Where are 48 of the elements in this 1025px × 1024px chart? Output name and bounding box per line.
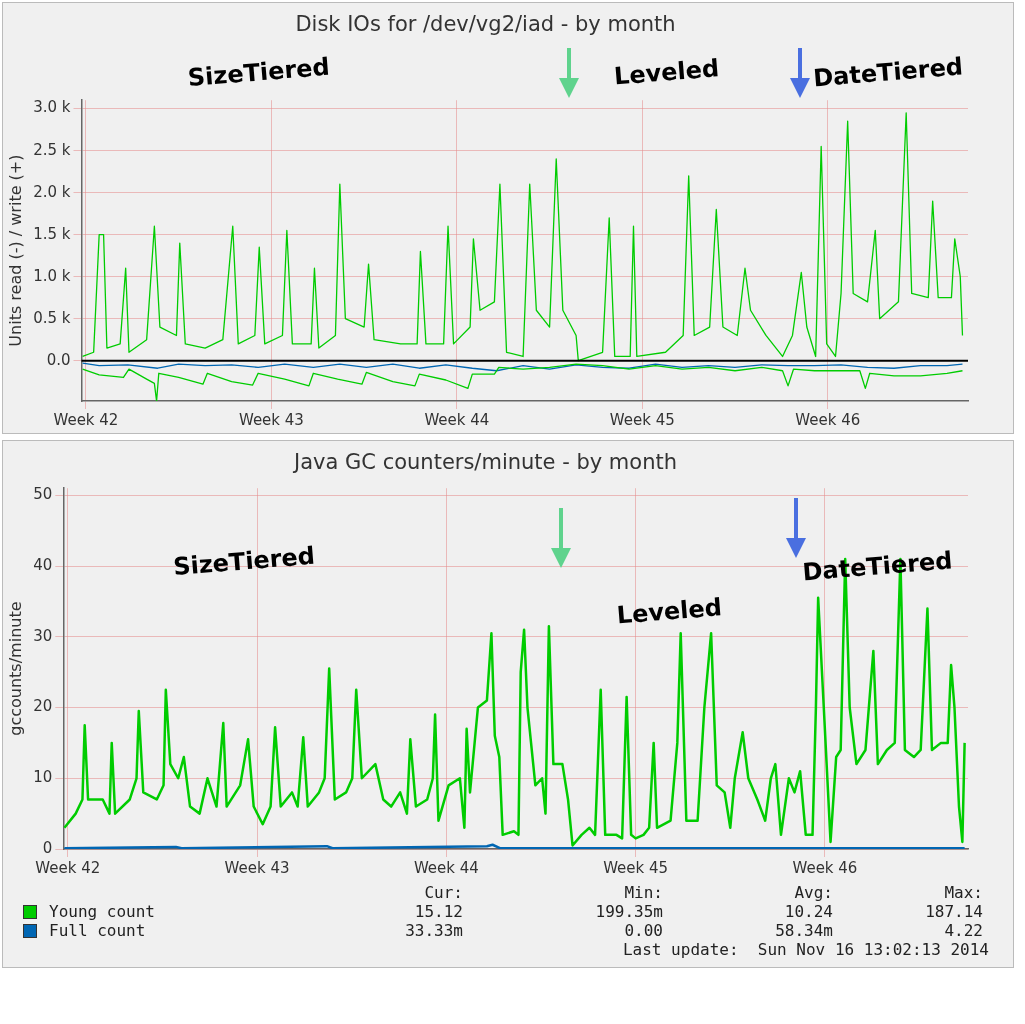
text: Avg:: [793, 883, 833, 902]
y-tick-label: 3.0 k: [33, 98, 71, 117]
y-axis-title: Units read (-) / write (+): [5, 154, 25, 347]
text: Max:: [943, 883, 983, 902]
x-tick-label: Week 46: [792, 858, 858, 877]
chart-title: Disk IOs for /dev/vg2/iad - by month: [295, 12, 676, 37]
legend-label: Young count: [48, 902, 156, 921]
text: 15.12: [413, 902, 463, 921]
y-tick-label: 20: [33, 697, 53, 716]
x-tick-label: Week 45: [609, 410, 675, 429]
text: Last update: Sun Nov 16 13:02:13 2014: [621, 940, 990, 959]
y-tick-label: 2.5 k: [33, 140, 71, 159]
x-tick-label: Week 43: [238, 410, 304, 429]
text: DateTiered: [812, 52, 964, 93]
text: Cur:: [423, 883, 463, 902]
text: 10.24: [783, 902, 833, 921]
y-tick-label: 0: [42, 838, 53, 857]
y-tick-label: 0.5 k: [33, 308, 71, 327]
text: Leveled: [612, 54, 720, 91]
y-tick-label: 40: [33, 555, 53, 574]
y-tick-label: 2.0 k: [33, 182, 71, 201]
x-tick-label: Week 44: [413, 858, 479, 877]
chart-title: Java GC counters/minute - by month: [291, 450, 678, 475]
y-tick-label: 1.5 k: [33, 224, 71, 243]
x-tick-label: Week 42: [35, 858, 101, 877]
text: 58.34m: [774, 921, 833, 940]
text: Min:: [623, 883, 663, 902]
text: 4.22: [943, 921, 983, 940]
x-tick-label: Week 43: [224, 858, 290, 877]
x-tick-label: Week 46: [795, 410, 861, 429]
x-tick-label: Week 44: [424, 410, 490, 429]
y-tick-label: 50: [33, 485, 53, 504]
x-tick-label: Week 45: [603, 858, 669, 877]
text: 33.33m: [404, 921, 463, 940]
y-tick-label: 1.0 k: [33, 266, 71, 285]
text: 199.35m: [594, 902, 663, 921]
legend-label: Full count: [48, 921, 147, 940]
y-tick-label: 30: [33, 626, 53, 645]
annotation: SizeTiered: [172, 541, 316, 582]
text: 187.14: [924, 902, 983, 921]
y-tick-label: 10: [33, 768, 53, 787]
annotation: Leveled: [615, 593, 723, 630]
y-tick-label: 0.0: [46, 350, 71, 369]
x-tick-label: Week 42: [53, 410, 119, 429]
annotation: DateTiered: [801, 546, 954, 587]
text: 0.00: [623, 921, 663, 940]
y-axis-title: gccounts/minute: [5, 601, 25, 736]
text: SizeTiered: [186, 52, 331, 93]
